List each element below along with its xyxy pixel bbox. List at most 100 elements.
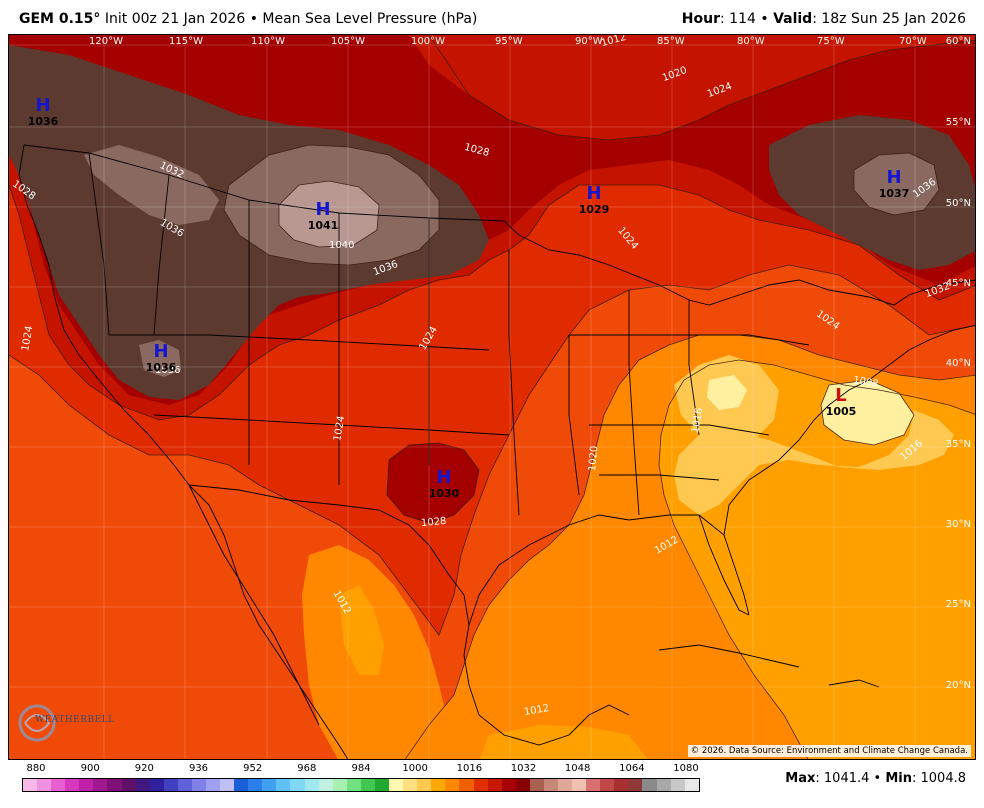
lon-label: 120°W — [89, 36, 123, 47]
field-1012-baja — [339, 585, 384, 675]
lat-label: 45°N — [945, 278, 971, 289]
model-name: GEM 0.15 — [19, 11, 94, 27]
colorbar-swatch — [417, 779, 432, 791]
system-letter: H — [153, 341, 169, 362]
colorbar-tick-label: 952 — [243, 763, 263, 774]
min-label: Min — [885, 771, 912, 786]
system-letter: H — [315, 199, 331, 220]
colorbar-swatch — [628, 779, 643, 791]
header-bar: GEM 0.15° Init 00z 21 Jan 2026 • Mean Se… — [0, 0, 984, 34]
colorbar-swatch — [149, 779, 164, 791]
colorbar-swatch — [93, 779, 108, 791]
colorbar-tick-label: 984 — [351, 763, 371, 774]
degree-sign: ° — [93, 11, 101, 27]
bullet-3: • — [873, 771, 882, 786]
lon-label: 85°W — [657, 36, 685, 47]
colorbar-swatch — [431, 779, 446, 791]
lon-label: 75°W — [817, 36, 845, 47]
field-name: Mean Sea Level Pressure (hPa) — [262, 11, 478, 27]
lon-label: 90°W — [575, 36, 603, 47]
high-pressure-system: H 1037 — [878, 167, 910, 201]
colorbar-swatch — [670, 779, 685, 791]
map-title: GEM 0.15° Init 00z 21 Jan 2026 • Mean Se… — [19, 11, 477, 27]
valid-value: : 18z Sun 25 Jan 2026 — [812, 11, 966, 27]
colorbar-swatch — [65, 779, 80, 791]
colorbar-swatch — [135, 779, 150, 791]
colorbar — [22, 778, 700, 792]
hour-label: Hour — [681, 11, 720, 27]
colorbar-swatch — [515, 779, 530, 791]
colorbar-swatch — [304, 779, 319, 791]
colorbar-labels: 880 900 920 936 952 968 984 1000 1016 1032 1048 106… — [22, 763, 700, 777]
field-1012-yucatan — [479, 725, 648, 759]
colorbar-swatch — [276, 779, 291, 791]
lat-label: 35°N — [945, 439, 971, 450]
isobar-lines — [9, 35, 975, 759]
max-value: : 1041.4 — [815, 771, 870, 786]
field-1037-core — [854, 153, 939, 215]
max-label: Max — [785, 771, 816, 786]
colorbar-swatch — [543, 779, 558, 791]
lon-label: 110°W — [251, 36, 285, 47]
system-letter: H — [586, 183, 602, 204]
valid-info: Hour: 114 • Valid: 18z Sun 25 Jan 2026 — [682, 11, 966, 27]
system-letter: H — [886, 167, 902, 188]
lat-label: 50°N — [945, 198, 971, 209]
colorbar-swatch — [23, 779, 38, 791]
lon-label: 115°W — [169, 36, 203, 47]
colorbar-tick-label: 968 — [297, 763, 317, 774]
lat-label: 60°N — [945, 36, 971, 47]
field-1030-texas — [387, 443, 479, 523]
system-value: 1005 — [825, 405, 857, 418]
lon-label: 80°W — [737, 36, 765, 47]
colorbar-swatch — [248, 779, 263, 791]
graticule — [9, 35, 975, 759]
weatherbell-logo-icon — [18, 704, 56, 742]
pressure-map: 120°W 115°W 110°W 105°W 100°W 95°W 90°W … — [8, 34, 976, 760]
field-1004-core — [707, 375, 747, 410]
high-pressure-system: H 1036 — [27, 95, 59, 129]
lat-label: 20°N — [945, 680, 971, 691]
colorbar-swatch — [473, 779, 488, 791]
low-pressure-system: L 1005 — [825, 387, 857, 419]
isobar-label: 1036 — [155, 365, 181, 376]
colorbar-swatch — [177, 779, 192, 791]
lat-label: 30°N — [945, 519, 971, 530]
colorbar-tick-label: 1000 — [402, 763, 428, 774]
lon-label: 95°W — [495, 36, 523, 47]
min-value: : 1004.8 — [912, 771, 966, 786]
system-value: 1030 — [428, 487, 460, 500]
bullet-1: • — [249, 11, 258, 27]
colorbar-swatch — [614, 779, 629, 791]
high-pressure-system: H 1036 — [145, 341, 177, 375]
system-value: 1036 — [145, 361, 177, 374]
colorbar-swatch — [403, 779, 418, 791]
colorbar-tick-label: 1032 — [510, 763, 537, 774]
colorbar-swatch — [37, 779, 52, 791]
colorbar-swatch — [220, 779, 235, 791]
colorbar-swatch — [107, 779, 122, 791]
colorbar-swatch — [332, 779, 347, 791]
system-value: 1037 — [878, 187, 910, 200]
colorbar-swatch — [656, 779, 671, 791]
isobar-label: 1028 — [420, 515, 447, 530]
borders — [18, 144, 975, 759]
lat-label: 25°N — [945, 599, 971, 610]
colorbar-swatch — [600, 779, 615, 791]
colorbar-swatch — [51, 779, 66, 791]
colorbar-swatch — [318, 779, 333, 791]
system-letter: H — [35, 95, 51, 116]
colorbar-swatch — [79, 779, 94, 791]
isobar-label: 1020 — [587, 445, 601, 472]
colorbar-swatch — [557, 779, 573, 791]
lon-label: 70°W — [899, 36, 927, 47]
colorbar-swatch — [234, 779, 249, 791]
colorbar-swatch — [445, 779, 460, 791]
colorbar-tick-label: 900 — [80, 763, 100, 774]
isobar-label: 1040 — [329, 240, 355, 251]
colorbar-tick-label: 920 — [134, 763, 154, 774]
colorbar-swatch — [684, 779, 699, 791]
weatherbell-logo: WEATHERBELL — [15, 701, 114, 745]
colorbar-tick-label: 1016 — [456, 763, 483, 774]
system-value: 1036 — [27, 115, 59, 128]
